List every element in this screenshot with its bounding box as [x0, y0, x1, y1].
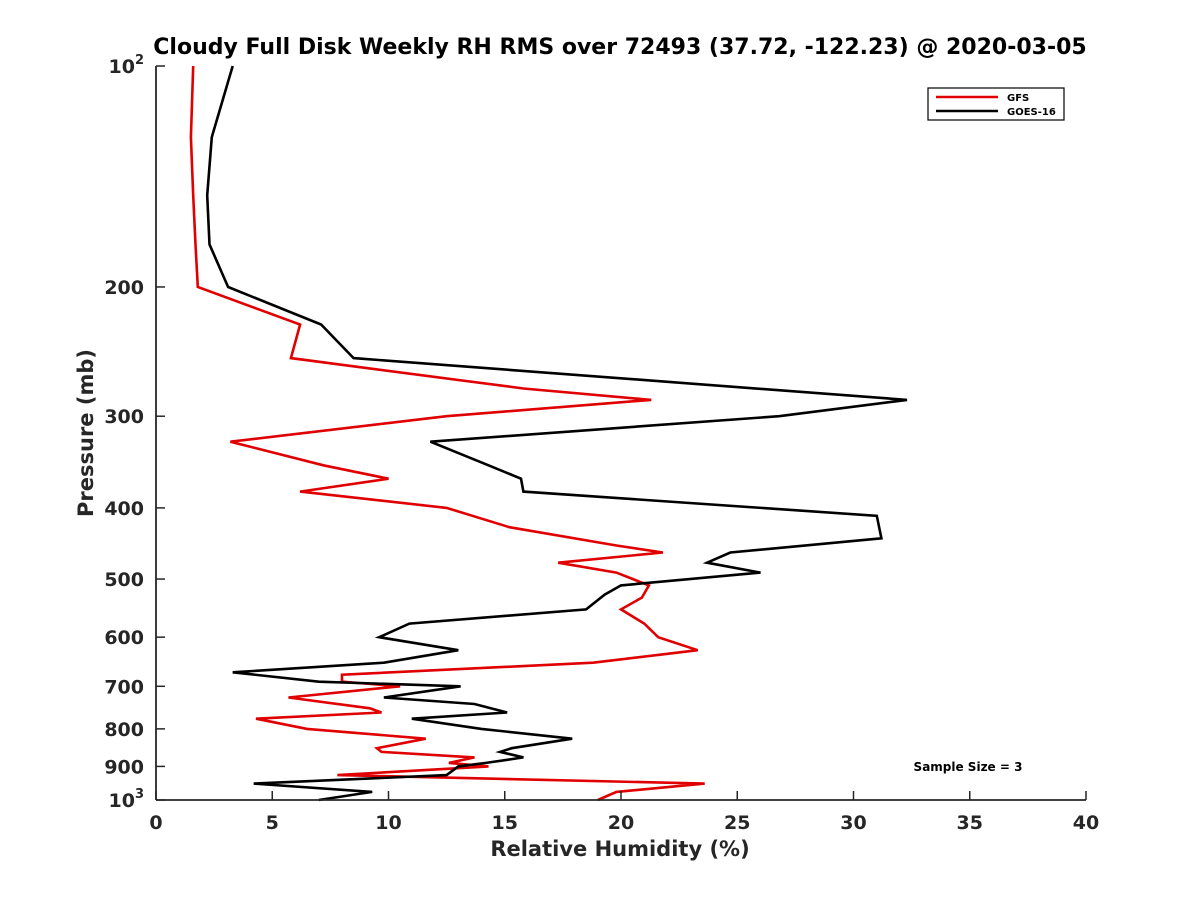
- y-tick-label: 300: [104, 406, 144, 428]
- y-tick-label: 900: [104, 756, 144, 778]
- y-tick-label: 600: [104, 627, 144, 649]
- series-line-goes16: [205, 65, 908, 802]
- x-axis-label: Relative Humidity (%): [490, 837, 749, 861]
- y-tick-label: 400: [104, 498, 144, 520]
- x-tick-label: 10: [375, 812, 401, 834]
- y-tick-label: 103: [109, 787, 145, 812]
- legend: GFS GOES-16: [927, 87, 1065, 121]
- legend-box: [927, 87, 1065, 121]
- y-tick-label: 800: [104, 719, 144, 741]
- y-tick-label: 102: [109, 53, 145, 78]
- y-axis-label: Pressure (mb): [74, 349, 98, 517]
- y-tick-label: 200: [104, 277, 144, 299]
- series-layer: [189, 65, 908, 802]
- legend-label-goes16: GOES-16: [1007, 107, 1056, 118]
- x-tick-label: 15: [492, 812, 518, 834]
- y-tick-label: 700: [104, 676, 144, 698]
- x-tick-label: 20: [608, 812, 634, 834]
- x-tick-label: 25: [724, 812, 750, 834]
- x-tick-label: 5: [266, 812, 279, 834]
- x-tick-label: 0: [149, 812, 162, 834]
- chart-title: Cloudy Full Disk Weekly RH RMS over 7249…: [153, 35, 1086, 60]
- series-line-gfs: [189, 65, 705, 802]
- x-tick-label: 30: [840, 812, 866, 834]
- legend-label-gfs: GFS: [1007, 93, 1029, 104]
- ticks: 0 5 10 15 20 25 30 35 40 102 200 300 400 500 600 700 800…: [104, 53, 1099, 834]
- sample-size-annotation: Sample Size = 3: [914, 760, 1023, 774]
- y-tick-label: 500: [104, 569, 144, 591]
- x-tick-label: 40: [1073, 812, 1099, 834]
- x-tick-label: 35: [957, 812, 983, 834]
